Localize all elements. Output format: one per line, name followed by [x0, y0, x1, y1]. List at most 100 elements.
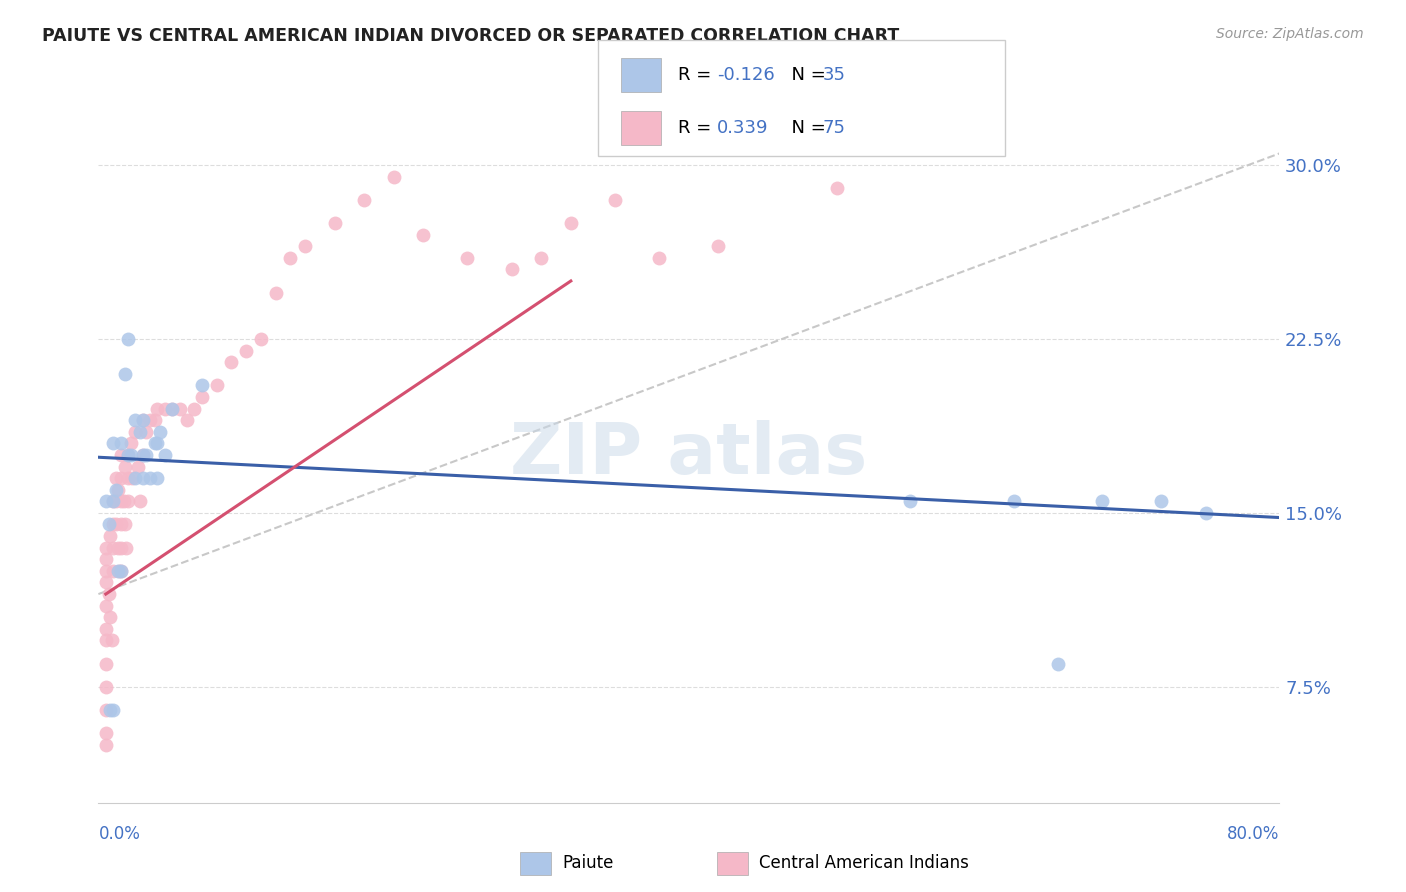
- Point: [1150, 494, 1173, 508]
- Point: [94, 680, 117, 694]
- Point: [105, 483, 128, 497]
- Text: R =: R =: [678, 66, 717, 84]
- Point: [117, 332, 139, 346]
- Point: [162, 401, 183, 416]
- Point: [94, 657, 117, 671]
- Point: [1046, 657, 1069, 671]
- Point: [219, 355, 242, 369]
- Point: [135, 448, 157, 462]
- Point: [94, 575, 117, 590]
- Point: [94, 703, 117, 717]
- Point: [353, 193, 375, 207]
- Point: [103, 564, 125, 578]
- Point: [107, 483, 129, 497]
- Point: [94, 599, 117, 613]
- Point: [103, 541, 125, 555]
- Point: [94, 738, 117, 752]
- Point: [94, 622, 117, 636]
- Point: [110, 494, 132, 508]
- Point: [1195, 506, 1218, 520]
- Point: [107, 564, 129, 578]
- Point: [105, 517, 128, 532]
- Point: [205, 378, 228, 392]
- Text: 0.0%: 0.0%: [98, 825, 141, 843]
- Point: [100, 633, 122, 648]
- Point: [127, 459, 149, 474]
- Point: [278, 251, 302, 265]
- Point: [176, 413, 198, 427]
- Point: [121, 471, 143, 485]
- Text: PAIUTE VS CENTRAL AMERICAN INDIAN DIVORCED OR SEPARATED CORRELATION CHART: PAIUTE VS CENTRAL AMERICAN INDIAN DIVORC…: [42, 27, 900, 45]
- Point: [1091, 494, 1114, 508]
- Point: [294, 239, 316, 253]
- Point: [97, 517, 120, 532]
- Text: N =: N =: [780, 120, 832, 137]
- Text: ZIP atlas: ZIP atlas: [510, 420, 868, 490]
- Point: [146, 471, 169, 485]
- Point: [264, 285, 287, 300]
- Point: [98, 703, 121, 717]
- Text: -0.126: -0.126: [717, 66, 775, 84]
- Point: [117, 494, 139, 508]
- Point: [110, 541, 132, 555]
- Point: [117, 448, 139, 462]
- Point: [191, 390, 214, 404]
- Point: [135, 425, 157, 439]
- Point: [605, 193, 627, 207]
- Point: [501, 262, 523, 277]
- Point: [412, 227, 434, 242]
- Point: [110, 436, 132, 450]
- Point: [120, 436, 142, 450]
- Point: [117, 448, 139, 462]
- Point: [120, 448, 142, 462]
- Text: R =: R =: [678, 120, 717, 137]
- Point: [153, 401, 176, 416]
- Point: [128, 494, 150, 508]
- Text: Source: ZipAtlas.com: Source: ZipAtlas.com: [1216, 27, 1364, 41]
- Point: [149, 425, 172, 439]
- Text: 0.339: 0.339: [717, 120, 769, 137]
- Point: [162, 401, 183, 416]
- Point: [124, 413, 146, 427]
- Point: [105, 471, 128, 485]
- Point: [124, 425, 146, 439]
- Point: [112, 494, 135, 508]
- Point: [94, 564, 117, 578]
- Point: [98, 610, 121, 624]
- Text: Central American Indians: Central American Indians: [759, 855, 969, 872]
- Text: 35: 35: [823, 66, 845, 84]
- Text: 80.0%: 80.0%: [1227, 825, 1279, 843]
- Point: [94, 552, 117, 566]
- Point: [648, 251, 671, 265]
- Point: [146, 401, 169, 416]
- Point: [103, 703, 125, 717]
- Point: [143, 436, 166, 450]
- Point: [900, 494, 922, 508]
- Point: [114, 367, 136, 381]
- Point: [114, 517, 136, 532]
- Point: [1002, 494, 1025, 508]
- Point: [117, 471, 139, 485]
- Point: [323, 216, 346, 230]
- Point: [97, 587, 120, 601]
- Point: [110, 517, 132, 532]
- Point: [183, 401, 205, 416]
- Point: [128, 425, 150, 439]
- Point: [103, 494, 125, 508]
- Point: [250, 332, 273, 346]
- Point: [105, 494, 128, 508]
- Point: [153, 448, 176, 462]
- Point: [103, 436, 125, 450]
- Point: [98, 529, 121, 543]
- Text: Paiute: Paiute: [562, 855, 614, 872]
- Point: [107, 541, 129, 555]
- Point: [139, 413, 162, 427]
- Point: [456, 251, 478, 265]
- Point: [132, 413, 155, 427]
- Point: [94, 494, 117, 508]
- Point: [235, 343, 257, 358]
- Point: [94, 541, 117, 555]
- Point: [191, 378, 214, 392]
- Point: [143, 413, 166, 427]
- Text: N =: N =: [780, 66, 832, 84]
